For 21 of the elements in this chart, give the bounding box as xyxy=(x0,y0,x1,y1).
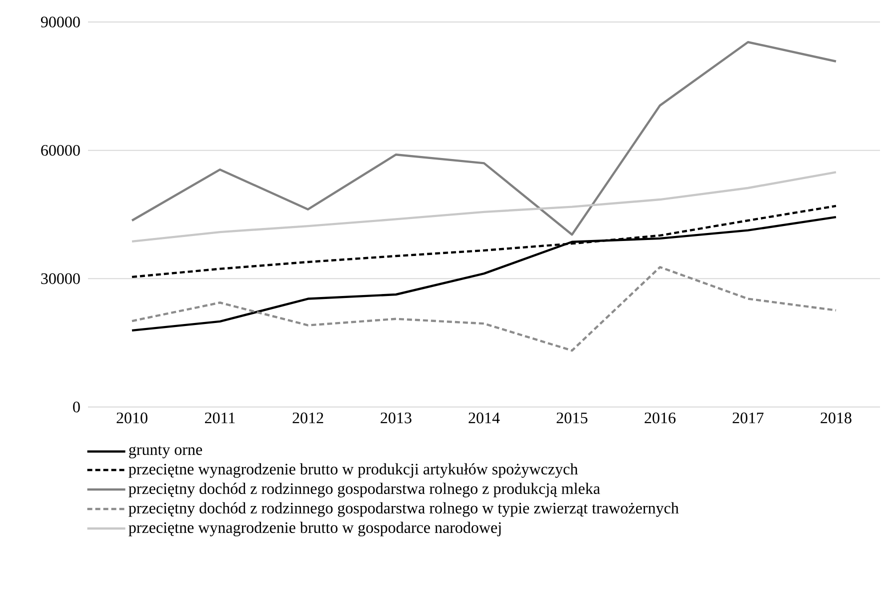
line-series xyxy=(130,266,838,352)
legend-label: grunty orne xyxy=(129,446,202,458)
x-tick-label: 2013 xyxy=(380,412,412,424)
legend-label: przeciętne wynagrodzenie brutto w produkcji artykułów spożywczych xyxy=(128,463,578,478)
x-tick-label: 2010 xyxy=(116,412,148,424)
x-tick-label: 2015 xyxy=(556,412,588,424)
legend-label: przeciętny dochód z rodzinnego gospodarstwa rolnego w typie zwierząt trawożernych xyxy=(128,502,679,517)
legend-label: przeciętne wynagrodzenie brutto w gospodarce narodowej xyxy=(128,522,501,536)
line-series xyxy=(130,41,838,236)
x-tick-label: 2011 xyxy=(205,412,235,424)
x-tick-label: 2017 xyxy=(732,412,764,424)
x-tick-label: 2012 xyxy=(292,412,324,424)
x-tick-label: 2016 xyxy=(644,412,676,424)
line-series xyxy=(130,171,838,243)
legend-label: przeciętny dochód z rodzinnego gospodarstwa rolnego z produkcją mleka xyxy=(128,482,600,498)
y-tick-label: 90000 xyxy=(40,16,80,28)
x-tick-label: 2018 xyxy=(820,412,852,424)
y-tick-label: 30000 xyxy=(41,273,80,284)
y-tick-label: 0 xyxy=(73,402,80,412)
x-tick-label: 2014 xyxy=(468,412,500,424)
y-tick-label: 60000 xyxy=(41,144,80,156)
